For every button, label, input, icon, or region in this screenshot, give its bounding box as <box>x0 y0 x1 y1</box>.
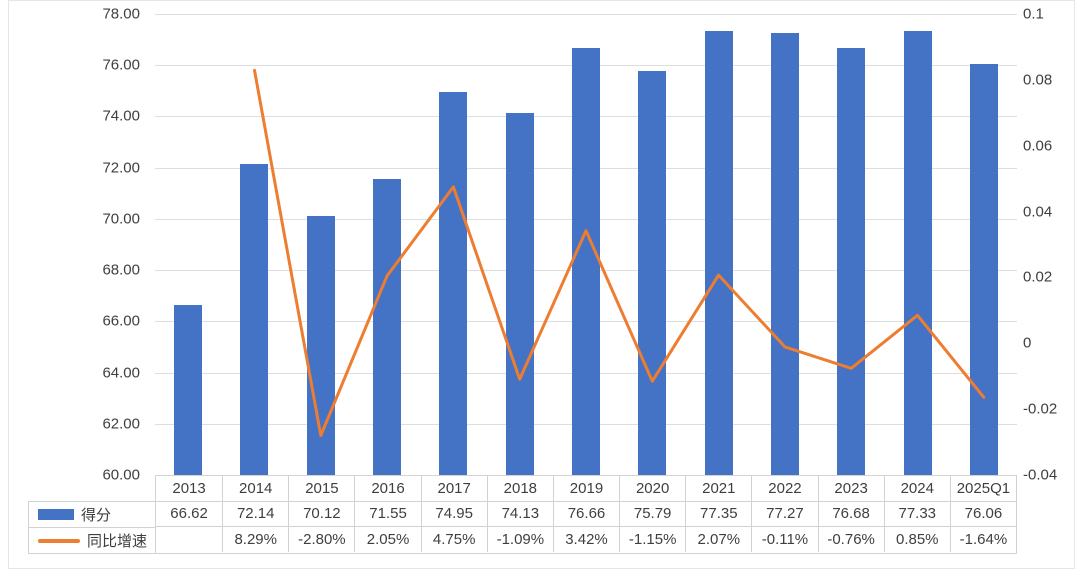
year-cell: 2016 <box>354 476 420 501</box>
right-axis-tick-label: 0.1 <box>1023 5 1044 23</box>
score-cell: 77.33 <box>883 501 950 527</box>
legend-label-score: 得分 <box>81 507 112 524</box>
left-axis-tick-label: 74.00 <box>102 107 140 125</box>
right-axis-tick-label: 0.08 <box>1023 71 1053 89</box>
right-axis-tick-label: -0.02 <box>1023 400 1058 418</box>
growth-cell <box>156 527 222 552</box>
bar-series-swatch <box>38 509 74 520</box>
growth-cell: -1.64% <box>949 527 1016 552</box>
plot-area <box>155 14 1017 475</box>
score-bar <box>638 70 667 475</box>
year-cell: 2018 <box>486 476 553 501</box>
growth-cell: -2.80% <box>288 527 354 552</box>
growth-cell: -1.15% <box>619 527 685 552</box>
left-axis-tick-label: 72.00 <box>102 159 140 177</box>
year-cell: 2025Q1 <box>949 476 1016 501</box>
right-axis-tick-label: 0.06 <box>1023 137 1053 155</box>
table-year-header: 2013 2014 2015 2016 2017 2018 2019 2020 2021 2022… <box>155 475 1017 502</box>
year-cell: 2023 <box>817 476 884 501</box>
growth-cell: 4.75% <box>420 527 487 552</box>
growth-cell: 0.85% <box>883 527 950 552</box>
right-axis-tick-label: 0.04 <box>1023 203 1053 221</box>
score-cell: 74.13 <box>486 501 553 527</box>
score-bar <box>704 30 733 475</box>
legend: 得分 同比增速 <box>28 501 156 554</box>
score-cell: 70.12 <box>288 501 355 527</box>
left-axis-tick-label: 76.00 <box>102 56 140 74</box>
legend-label-growth: 同比增速 <box>87 533 148 550</box>
score-cell: 77.27 <box>751 501 818 527</box>
score-bar <box>572 48 600 475</box>
growth-cell: -1.09% <box>486 527 553 552</box>
score-bar <box>770 32 799 475</box>
year-cell: 2014 <box>222 476 288 501</box>
year-cell: 2017 <box>420 476 487 501</box>
score-bar <box>837 47 866 475</box>
legend-item-growth: 同比增速 <box>29 528 155 553</box>
left-axis-tick-label: 64.00 <box>102 364 140 382</box>
line-series-swatch <box>38 538 80 543</box>
left-axis-tick-label: 70.00 <box>102 210 140 228</box>
score-cell: 76.68 <box>817 501 884 527</box>
growth-cell: 2.05% <box>354 527 420 552</box>
right-axis-tick-label: -0.04 <box>1023 466 1058 484</box>
year-cell: 2020 <box>619 476 685 501</box>
score-bar <box>240 164 269 475</box>
score-cell: 74.95 <box>420 501 487 527</box>
growth-line <box>253 68 986 437</box>
score-cell: 76.66 <box>552 501 620 527</box>
score-bar <box>174 305 203 475</box>
score-cell: 71.55 <box>354 501 421 527</box>
score-cell: 76.06 <box>949 501 1016 527</box>
growth-cell: 2.07% <box>685 527 751 552</box>
score-bar <box>903 31 932 475</box>
growth-cell: 3.42% <box>552 527 619 552</box>
left-axis-tick-label: 62.00 <box>102 415 140 433</box>
score-cell: 72.14 <box>222 501 289 527</box>
year-cell: 2015 <box>288 476 354 501</box>
right-axis-tick-label: 0.02 <box>1023 268 1053 286</box>
left-axis-tick-label: 78.00 <box>102 5 140 23</box>
year-cell: 2022 <box>751 476 817 501</box>
score-cell: 66.62 <box>156 501 223 527</box>
score-cell: 75.79 <box>619 501 686 527</box>
left-axis-tick-label: 68.00 <box>102 261 140 279</box>
year-cell: 2013 <box>172 480 206 497</box>
score-bar <box>373 179 402 475</box>
table-values: 66.62 72.14 70.12 71.55 74.95 74.13 76.66 75.79… <box>155 501 1017 554</box>
legend-item-score: 得分 <box>29 502 155 528</box>
left-axis-tick-label: 66.00 <box>102 312 140 330</box>
score-cell: 77.35 <box>685 501 752 527</box>
growth-cell: -0.76% <box>817 527 884 552</box>
growth-cell: -0.11% <box>751 527 817 552</box>
year-cell: 2024 <box>883 476 950 501</box>
gridline <box>155 14 1017 15</box>
score-bar <box>439 92 468 475</box>
growth-cell: 8.29% <box>222 527 288 552</box>
score-bar <box>505 113 534 475</box>
left-axis-tick-label: 60.00 <box>102 466 140 484</box>
year-cell: 2021 <box>685 476 751 501</box>
growth-line-layer <box>253 68 986 437</box>
year-cell: 2019 <box>552 476 619 501</box>
score-bar <box>969 63 998 475</box>
right-axis-tick-label: 0 <box>1023 334 1032 352</box>
